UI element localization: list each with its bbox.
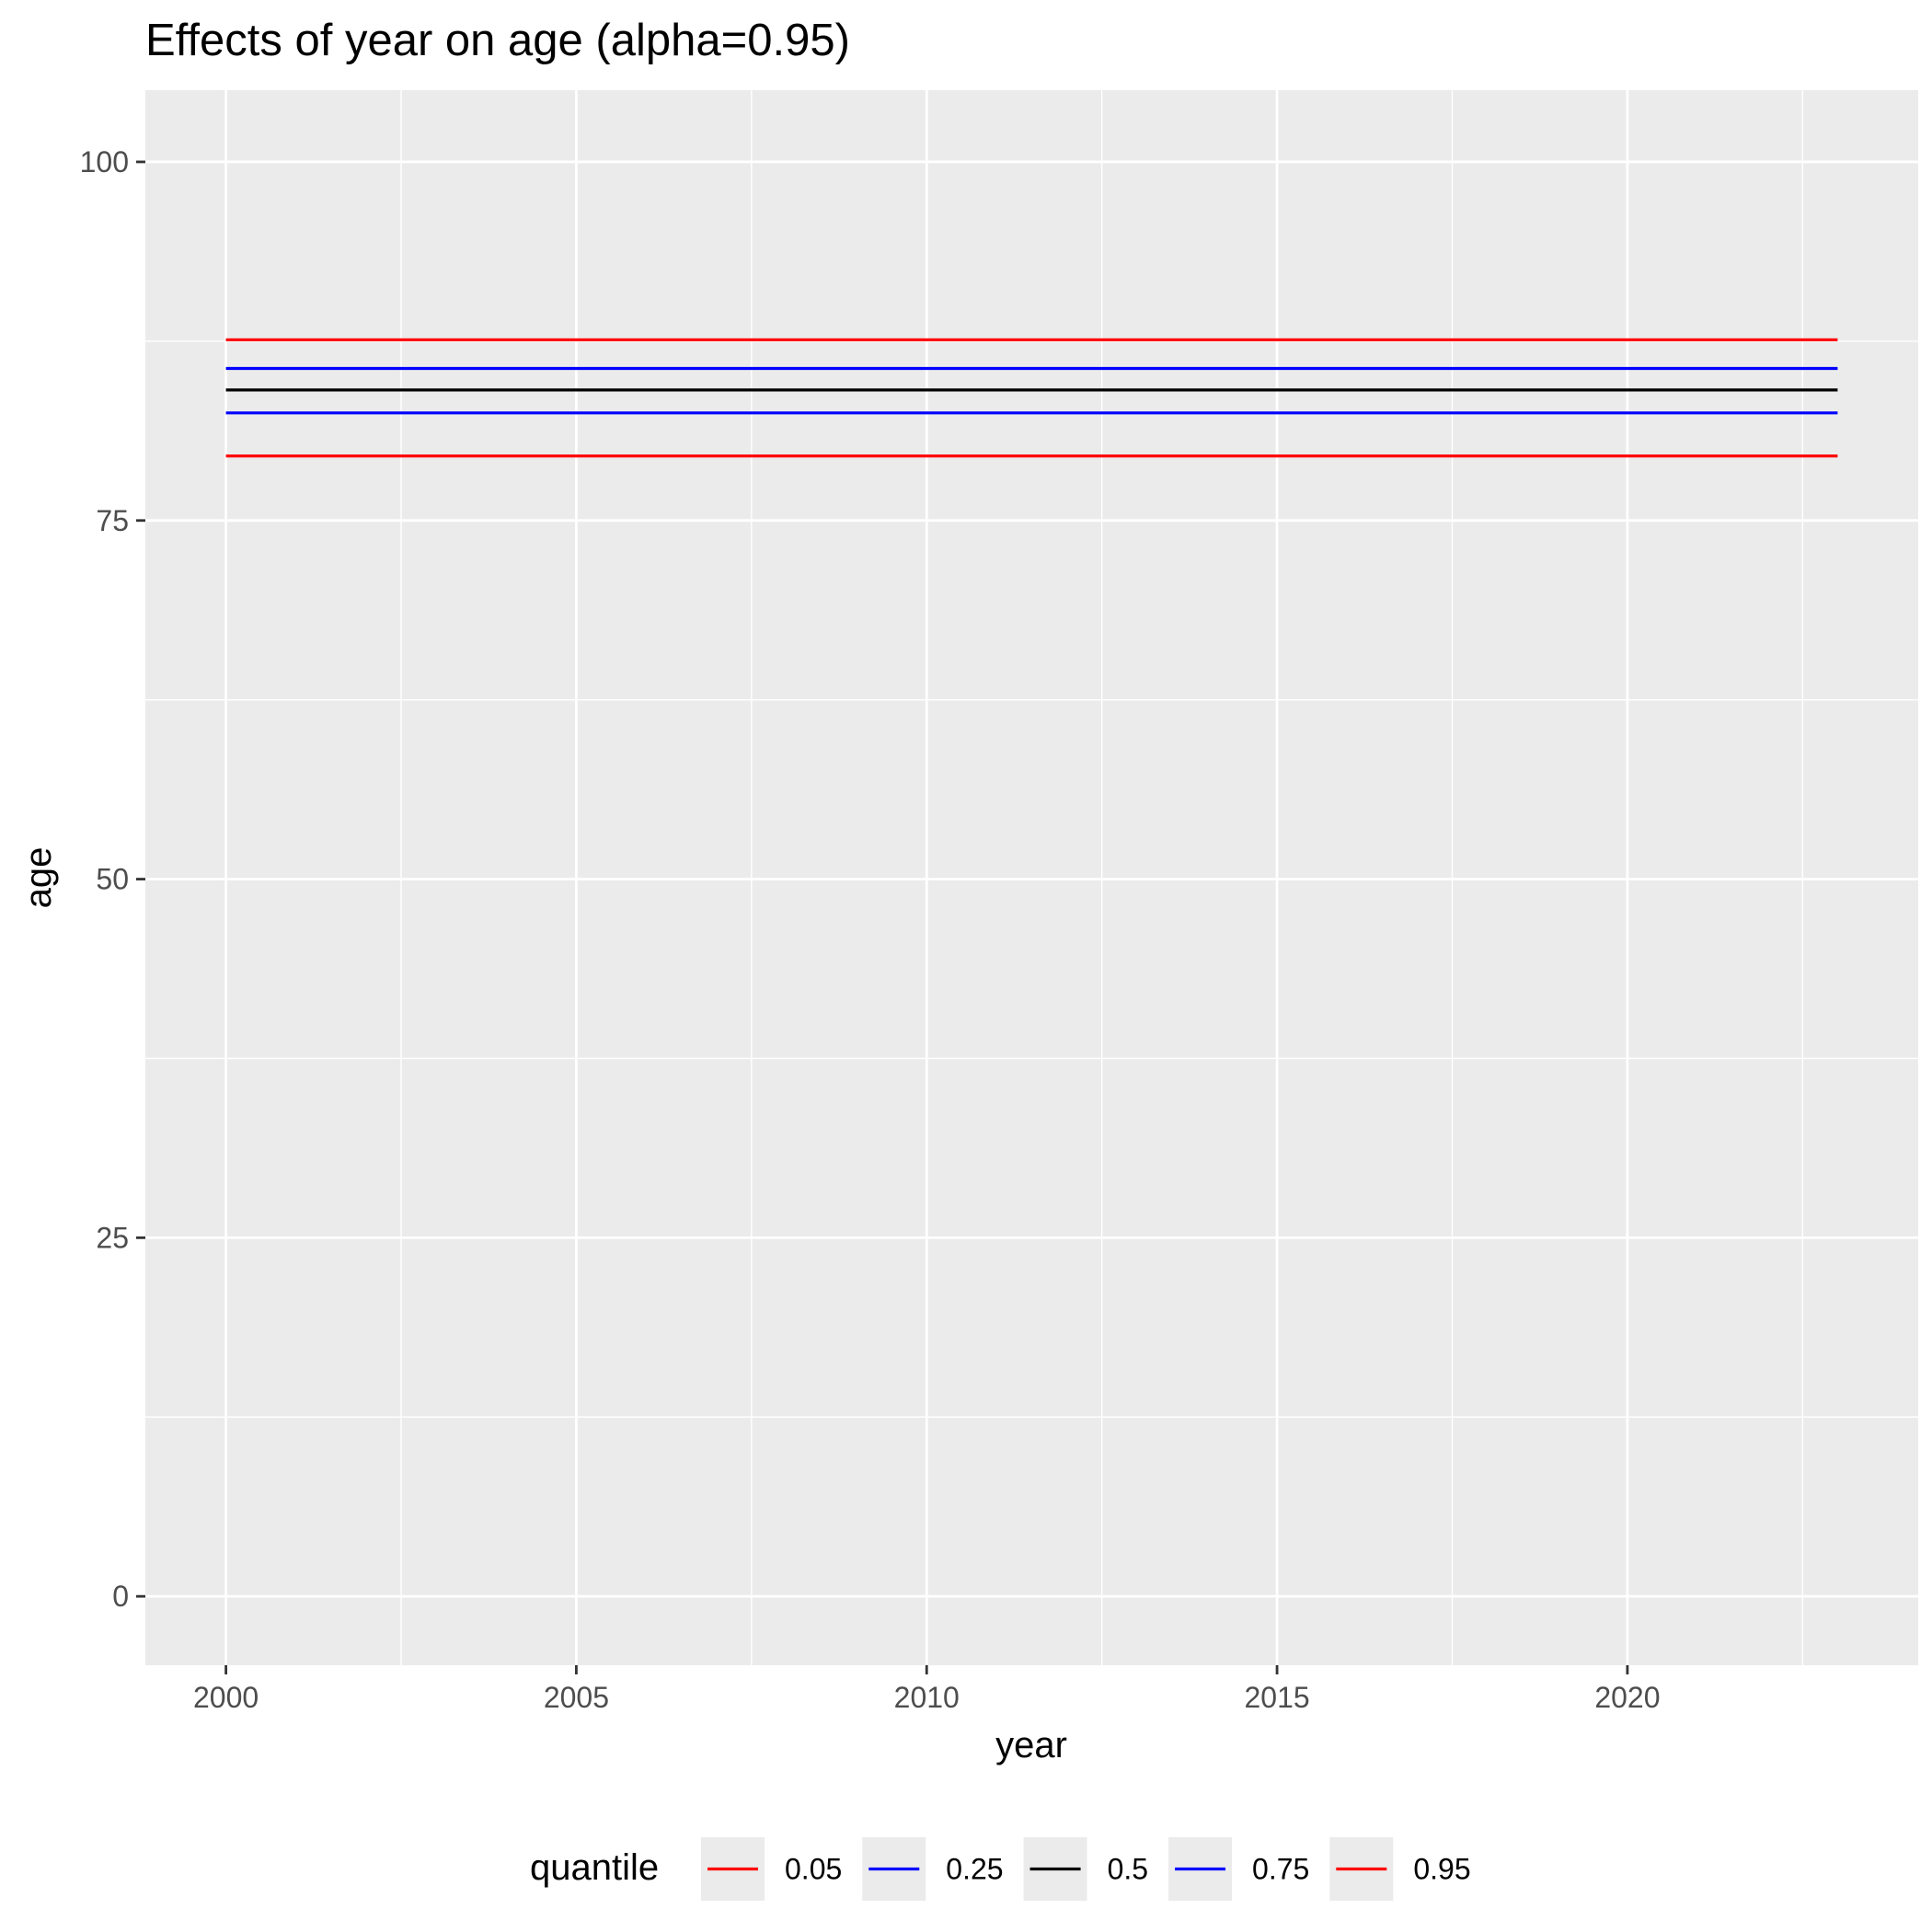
legend-item-0.25: 0.25 [862, 1837, 1004, 1901]
major-gridlines [145, 90, 1918, 1665]
legend-item-0.5: 0.5 [1023, 1837, 1148, 1901]
y-tick-label: 25 [96, 1221, 129, 1254]
legend-item-0.05: 0.05 [701, 1837, 842, 1901]
legend-label: 0.25 [946, 1853, 1003, 1886]
y-tick-label: 50 [96, 863, 129, 896]
y-axis: 0 25 50 75 100 [80, 145, 145, 1613]
y-tick-label: 100 [80, 145, 129, 178]
legend-label: 0.95 [1413, 1853, 1470, 1886]
y-tick-label: 75 [96, 504, 129, 537]
legend-item-0.75: 0.75 [1168, 1837, 1309, 1901]
legend-title: quantile [530, 1847, 659, 1888]
x-tick-label: 2005 [544, 1681, 609, 1714]
legend-items: 0.05 0.25 0.5 0.75 0.95 [701, 1837, 1471, 1901]
x-tick-label: 2000 [193, 1681, 259, 1714]
chart-title: Effects of year on age (alpha=0.95) [145, 16, 850, 65]
legend-label: 0.05 [785, 1853, 842, 1886]
legend-label: 0.5 [1108, 1853, 1148, 1886]
x-axis: 2000 2005 2010 2015 2020 [193, 1665, 1661, 1714]
legend-label: 0.75 [1252, 1853, 1309, 1886]
x-tick-label: 2020 [1594, 1681, 1660, 1714]
plot-panel [145, 90, 1918, 1665]
x-tick-label: 2015 [1244, 1681, 1309, 1714]
series-lines [225, 338, 1838, 458]
legend-item-0.95: 0.95 [1329, 1837, 1471, 1901]
x-axis-title: year [995, 1725, 1067, 1765]
x-tick-label: 2010 [894, 1681, 960, 1714]
legend: quantile 0.05 0.25 0.5 0.75 0.95 [530, 1837, 1471, 1901]
y-axis-title: age [18, 847, 59, 909]
y-tick-label: 0 [112, 1580, 129, 1613]
